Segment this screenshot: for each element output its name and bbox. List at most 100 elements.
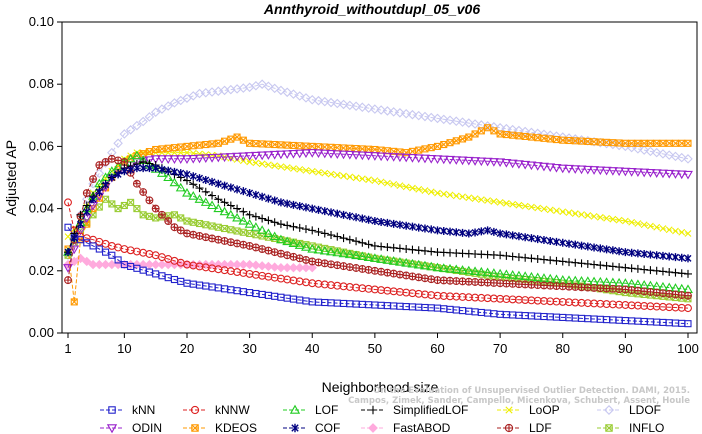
data-point [395, 108, 405, 118]
data-point [477, 196, 485, 203]
data-point [409, 184, 416, 192]
data-point [327, 170, 335, 178]
legend-marker [291, 423, 299, 433]
data-point [158, 165, 166, 174]
data-point [163, 101, 173, 111]
data-point [564, 133, 574, 143]
data-point [571, 210, 579, 217]
data-point [170, 167, 178, 176]
data-point [452, 192, 460, 200]
data-point [463, 265, 474, 275]
legend-marker [605, 424, 613, 432]
data-point [421, 187, 429, 194]
data-point [225, 209, 236, 219]
data-point [139, 164, 147, 173]
data-point [546, 236, 554, 245]
data-point [434, 189, 441, 197]
data-point [200, 197, 211, 206]
data-point [603, 245, 611, 254]
data-point [183, 170, 191, 179]
data-point [282, 262, 292, 273]
data-point [263, 228, 274, 238]
data-point [596, 244, 604, 253]
data-point [626, 168, 637, 177]
data-point [596, 213, 604, 221]
data-point [401, 257, 412, 267]
x-tick-label: 70 [493, 341, 507, 356]
data-point [470, 266, 481, 275]
data-point [364, 240, 373, 249]
data-point [432, 113, 443, 124]
data-point [552, 256, 561, 265]
data-point [628, 248, 636, 257]
data-point [665, 252, 673, 261]
data-point [584, 242, 592, 251]
data-point [145, 196, 154, 205]
data-point [95, 203, 103, 211]
data-point [390, 219, 398, 228]
data-point [344, 249, 355, 259]
legend-item-knn: kNN [100, 403, 155, 417]
data-point [376, 105, 386, 115]
data-point [170, 223, 179, 232]
data-point [214, 235, 223, 244]
data-point [158, 272, 166, 280]
data-point [244, 259, 255, 270]
data-point [490, 227, 498, 236]
data-point [152, 164, 160, 173]
data-point [339, 262, 348, 271]
data-point [145, 268, 153, 276]
data-point [301, 149, 311, 159]
data-point [182, 187, 192, 197]
data-point [376, 152, 387, 162]
data-point [177, 214, 185, 222]
data-point [201, 187, 210, 196]
x-tick-label: 90 [618, 341, 632, 356]
data-point [471, 228, 479, 237]
data-point [296, 166, 304, 173]
data-point [639, 145, 649, 155]
data-point [420, 111, 430, 122]
legend-marker [368, 405, 378, 415]
data-point [496, 198, 504, 206]
data-point [132, 120, 142, 131]
data-point [289, 141, 298, 150]
data-point [208, 177, 216, 186]
data-point [277, 198, 285, 207]
data-point [459, 228, 467, 237]
data-point [207, 200, 217, 210]
data-point [164, 166, 172, 175]
data-point [440, 226, 448, 235]
data-point [363, 103, 374, 113]
data-point [534, 235, 542, 244]
data-point [338, 248, 349, 258]
data-point [64, 233, 72, 240]
y-tick-label: 0.02 [29, 263, 54, 278]
data-point [302, 203, 310, 212]
data-point [565, 209, 573, 217]
data-point [295, 254, 304, 263]
data-point [151, 204, 160, 213]
data-point [82, 189, 91, 198]
data-point [157, 259, 167, 270]
data-point [383, 268, 392, 277]
x-tick-label: 40 [305, 341, 319, 356]
data-point [245, 241, 254, 250]
data-point [288, 150, 299, 159]
data-point [365, 176, 372, 184]
data-point [294, 240, 305, 249]
legend-item-kdeos: KDEOS [183, 421, 257, 434]
legend-item-lof: LOF [283, 403, 338, 417]
data-point [282, 87, 292, 98]
data-point [571, 258, 580, 267]
data-point [315, 168, 322, 176]
data-point [319, 245, 330, 255]
legend-marker [190, 405, 200, 415]
data-point [501, 123, 512, 134]
data-point [664, 169, 675, 179]
data-point [520, 126, 530, 137]
data-point [465, 133, 473, 141]
data-point [377, 267, 386, 276]
data-point [620, 167, 631, 177]
data-point [514, 125, 524, 136]
